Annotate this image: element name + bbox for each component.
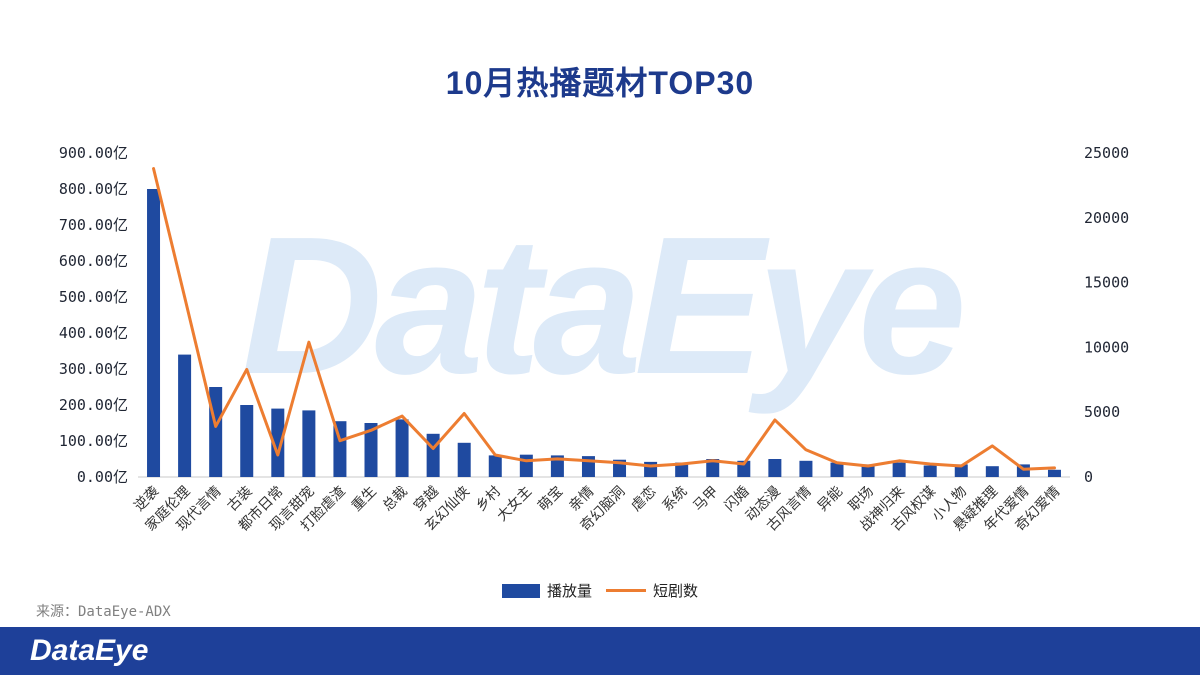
combo-chart: 900.00亿 800.00亿 700.00亿 600.00亿 500.00亿 400.0… [59, 144, 1129, 534]
left-axis-tick: 200.00亿 [59, 396, 128, 414]
right-axis-tick: 0 [1084, 468, 1093, 486]
category-label: 萌宝 [534, 483, 565, 514]
source-note: 来源：DataEye-ADX [36, 604, 171, 620]
chart-legend: 播放量 短剧数 [0, 580, 1200, 601]
right-axis-tick: 10000 [1084, 338, 1129, 356]
trend-line [152, 167, 1056, 471]
category-label: 虐恋 [628, 483, 659, 514]
bar [892, 462, 906, 477]
left-axis-tick: 900.00亿 [59, 144, 128, 162]
bar [706, 459, 720, 477]
category-label: 大女主 [493, 483, 534, 524]
bar [178, 354, 192, 477]
bar [985, 466, 999, 477]
footer-bar: DataEye [0, 627, 1200, 675]
bar [271, 408, 285, 477]
category-label: 重生 [348, 483, 379, 514]
watermark: DataEye [241, 196, 967, 415]
category-label: 总裁 [379, 483, 410, 514]
bar [861, 464, 875, 477]
bar [395, 419, 409, 477]
category-label: 异能 [814, 483, 845, 514]
legend-item-dramacount: 短剧数 [606, 580, 698, 601]
bar [675, 462, 689, 477]
bar [519, 454, 533, 477]
bar [488, 455, 502, 477]
right-axis-tick: 5000 [1084, 403, 1120, 421]
bar [1047, 469, 1061, 477]
left-axis-tick: 500.00亿 [59, 288, 128, 306]
left-axis-tick: 300.00亿 [59, 360, 128, 378]
bar [457, 442, 471, 477]
left-axis-tick: 0.00亿 [77, 468, 128, 486]
bar [550, 455, 564, 477]
bar [302, 410, 316, 477]
legend-label-playvolume: 播放量 [546, 583, 592, 600]
left-axis-tick: 600.00亿 [59, 252, 128, 270]
bar [954, 464, 968, 477]
left-axis-tick: 400.00亿 [59, 324, 128, 342]
bar [923, 465, 937, 477]
chart-title: 10月热播题材TOP30 [445, 65, 755, 101]
bar [147, 189, 161, 477]
bar [240, 405, 254, 477]
left-axis-tick: 700.00亿 [59, 216, 128, 234]
bar [364, 423, 378, 477]
legend-line-swatch [606, 589, 646, 592]
bar [799, 460, 813, 477]
left-axis-tick: 800.00亿 [59, 180, 128, 198]
category-label: 系统 [659, 483, 690, 514]
right-axis-tick: 25000 [1084, 144, 1129, 162]
bar [830, 462, 844, 477]
right-axis-tick: 15000 [1084, 274, 1129, 292]
right-axis-tick: 20000 [1084, 209, 1129, 227]
bar [209, 387, 223, 477]
legend-item-playvolume: 播放量 [501, 580, 592, 601]
legend-bar-swatch [501, 583, 540, 598]
left-axis-tick: 100.00亿 [59, 432, 128, 450]
legend-label-dramacount: 短剧数 [653, 583, 699, 600]
bar [426, 433, 440, 477]
dataeye-logo: DataEye [30, 634, 149, 667]
category-label: 马甲 [690, 483, 721, 514]
bar [768, 459, 782, 477]
